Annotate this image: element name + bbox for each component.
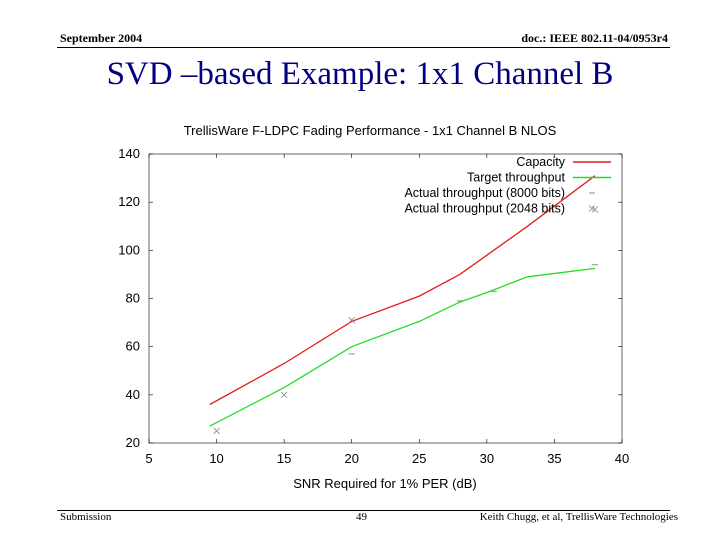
data-point-actual-throughput-2048-bits	[348, 316, 355, 324]
y-tick-label: 60	[126, 339, 140, 354]
y-tick-label: 100	[118, 242, 140, 257]
series-line-capacity	[209, 175, 596, 406]
x-tick-label: 5	[145, 451, 152, 466]
series-points	[213, 206, 599, 435]
y-tick-label: 120	[118, 194, 140, 209]
header-doc-id: doc.: IEEE 802.11-04/0953r4	[521, 31, 668, 45]
legend-label: Actual throughput (2048 bits)	[404, 202, 565, 216]
x-axis-label: SNR Required for 1% PER (dB)	[293, 476, 477, 491]
footer-page-number: 49	[356, 511, 367, 523]
x-tick-label: 30	[480, 451, 494, 466]
legend-label: Target throughput	[467, 171, 566, 185]
y-tick-label: 80	[126, 291, 140, 306]
series-lines	[209, 175, 596, 427]
legend-label: Capacity	[516, 155, 565, 169]
data-point-actual-throughput-2048-bits	[213, 427, 220, 435]
x-axis: 5 10 15 20 25 30 35 40	[145, 154, 629, 466]
chart-title: TrellisWare F-LDPC Fading Performance - …	[184, 123, 557, 138]
y-tick-label: 40	[126, 387, 140, 402]
footer-submission: Submission	[60, 511, 112, 523]
x-tick-label: 25	[412, 451, 426, 466]
x-tick-label: 35	[547, 451, 561, 466]
y-tick-label: 20	[126, 435, 140, 450]
legend-swatch	[588, 205, 596, 212]
x-tick-label: 15	[277, 451, 291, 466]
footer-divider	[57, 510, 670, 511]
x-tick-label: 20	[344, 451, 358, 466]
legend-label: Actual throughput (8000 bits)	[404, 186, 565, 200]
data-point-actual-throughput-2048-bits	[280, 391, 288, 399]
x-tick-label: 10	[209, 451, 223, 466]
x-tick-label: 40	[615, 451, 629, 466]
y-tick-label: 140	[118, 146, 140, 161]
header-divider	[57, 47, 670, 48]
header-date: September 2004	[60, 31, 143, 45]
series-line-target-throughput	[209, 267, 596, 427]
y-axis: 20 40 60 80 100 120 140	[118, 146, 622, 450]
footer-author: Keith Chugg, et al, TrellisWare Technolo…	[479, 511, 678, 523]
chart-svg: TrellisWare F-LDPC Fading Performance - …	[118, 123, 629, 491]
slide-title: SVD –based Example: 1x1 Channel B	[106, 56, 614, 92]
chart-container: TrellisWare F-LDPC Fading Performance - …	[100, 118, 640, 498]
